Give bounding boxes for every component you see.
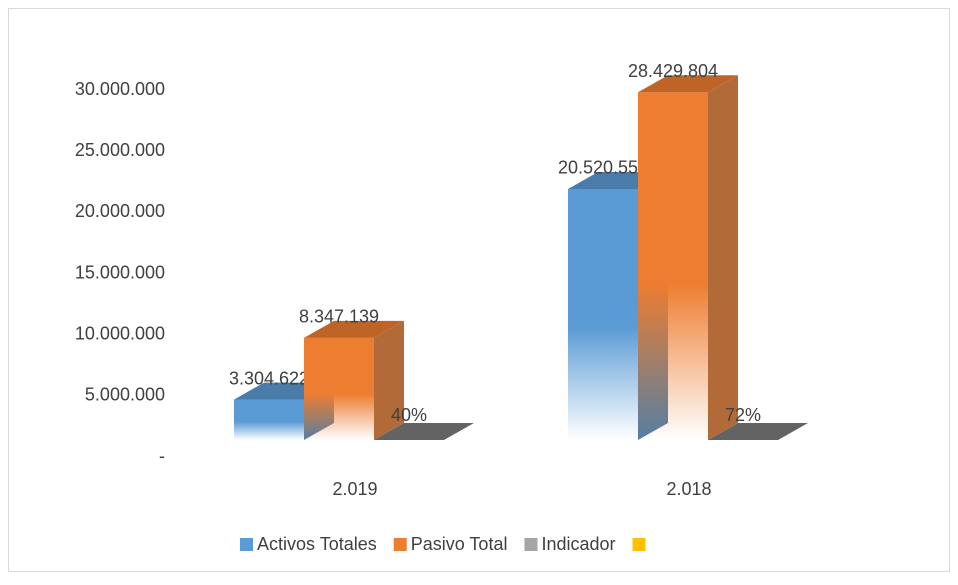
y-tick-label: 30.000.000 (75, 79, 165, 99)
bar-front (568, 188, 638, 440)
x-tick-label: 2.018 (666, 479, 711, 499)
legend-label: Pasivo Total (411, 534, 508, 554)
bar-side (708, 75, 738, 440)
data-label: 8.347.139 (299, 307, 379, 327)
data-label: 20.520.556 (558, 158, 648, 178)
y-tick-label: 20.000.000 (75, 201, 165, 221)
y-tick-label: 5.000.000 (85, 385, 165, 405)
bar-front (234, 399, 304, 440)
bar-top (304, 320, 404, 338)
y-tick-label: - (159, 446, 165, 466)
bar-top (708, 423, 808, 440)
data-label: 72% (725, 405, 761, 425)
bar-top (374, 423, 474, 440)
legend-swatch (524, 538, 538, 551)
data-label: 28.429.804 (628, 61, 718, 81)
bar-top (638, 75, 738, 93)
y-tick-label: 10.000.000 (75, 323, 165, 343)
y-tick-label: 15.000.000 (75, 262, 165, 282)
legend-label: Indicador (541, 534, 615, 554)
data-label: 3.304.622 (229, 368, 309, 388)
bar-side (374, 320, 404, 440)
bar-front (638, 92, 708, 440)
legend-label: Activos Totales (257, 534, 377, 554)
legend-swatch (393, 538, 407, 551)
data-label: 40% (391, 405, 427, 425)
legend-swatch (240, 538, 253, 551)
chart-border (8, 8, 950, 572)
legend-swatch (632, 538, 646, 551)
bar-front (304, 337, 374, 440)
x-tick-label: 2.019 (332, 479, 377, 499)
y-tick-label: 25.000.000 (75, 140, 165, 160)
